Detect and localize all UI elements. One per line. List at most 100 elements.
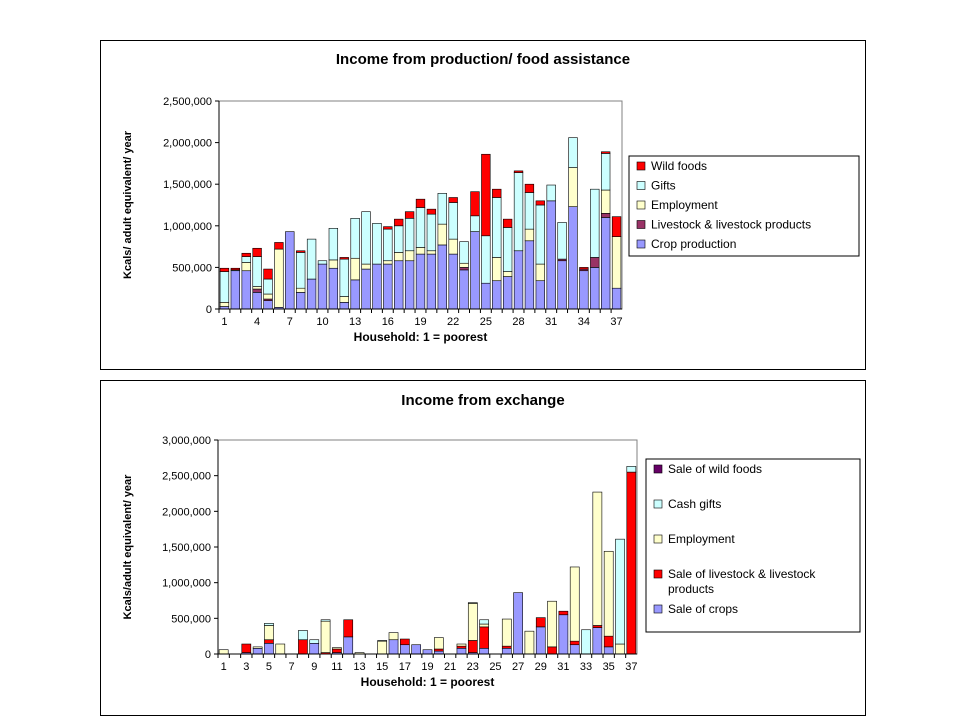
chart-panel-exchange: Income from exchange 0 500,000 1,000,000 1,… (100, 380, 866, 716)
bar-segment (568, 167, 578, 207)
bar-segment (219, 271, 230, 303)
bar-segment (264, 639, 274, 644)
y-tick-label: 2,500,000 (162, 471, 211, 483)
bar-segment (569, 566, 580, 642)
bar-segment (590, 267, 600, 310)
y-tick-label: 500,000 (172, 262, 212, 274)
y-tick-label: 1,000,000 (162, 578, 211, 590)
bar-segment (524, 228, 535, 242)
bar-segment (296, 292, 306, 310)
bar-segment (479, 623, 489, 628)
x-tick-label: 29 (535, 661, 547, 673)
bar-segment (343, 619, 354, 638)
x-tick-label: 19 (414, 316, 426, 328)
bar-segment (535, 626, 546, 655)
bar-segment (332, 647, 342, 650)
bar-segment (568, 206, 578, 310)
bar-segment (581, 629, 591, 655)
bar-segment (470, 191, 480, 217)
legend-swatch (636, 220, 646, 229)
bar-segment (264, 625, 274, 641)
legend-swatch (636, 200, 646, 210)
y-tick-label: 1,500,000 (163, 179, 212, 191)
bar-segment (350, 257, 360, 281)
bar-segment (459, 241, 469, 264)
bar-segment (383, 260, 393, 265)
bar-segment (361, 268, 371, 310)
bar-segment (459, 267, 469, 271)
bar-segment (317, 263, 328, 310)
legend-swatch (636, 181, 646, 190)
y-tick-label: 1,500,000 (162, 542, 211, 554)
bar-segment (263, 278, 273, 295)
bar-segment (481, 153, 491, 237)
chart-exchange-svg: 0 500,000 1,000,000 1,500,000 2,000,000 2,500… (122, 435, 861, 689)
x-tick-label: 13 (353, 661, 365, 673)
bar-segment (448, 202, 458, 240)
bar-segment (252, 247, 262, 257)
chart-title-production: Income from production/ food assistance (335, 51, 631, 68)
bar-segment (459, 262, 469, 268)
bar-segment (332, 648, 342, 653)
x-tick-label: 7 (287, 316, 293, 328)
legend-label: Gifts (651, 179, 676, 193)
bar-segment (535, 263, 545, 282)
bar-segment (592, 625, 603, 628)
bar-segment (263, 268, 273, 280)
bar-segment (404, 211, 415, 219)
bar-segment (426, 253, 437, 310)
legend-swatch (653, 534, 663, 544)
bar-segment (590, 257, 600, 268)
bar-segment (372, 263, 382, 310)
bar-segment (400, 638, 410, 646)
bar-segment (568, 137, 578, 168)
y-tick-label: 2,500,000 (163, 96, 212, 108)
bar-segment (501, 645, 512, 649)
x-tick-label: 7 (289, 661, 295, 673)
bar-segment (437, 244, 447, 310)
x-tick-label: 1 (221, 316, 227, 328)
bar-segment (590, 188, 600, 258)
bar-segment (285, 231, 295, 310)
bar-segment (426, 250, 437, 255)
bar-segment (448, 197, 458, 203)
bar-segment (456, 647, 467, 655)
legend-swatch (653, 569, 663, 579)
bar-segment (603, 635, 614, 648)
bar-segment (433, 648, 444, 652)
bar-segment (513, 172, 524, 252)
bar-segment (479, 647, 489, 655)
x-tick-label: 10 (316, 316, 328, 328)
bar-segment (492, 280, 502, 310)
bar-segment (350, 218, 360, 259)
bar-segment (467, 602, 478, 604)
x-tick-label: 27 (512, 661, 524, 673)
x-tick-label: 16 (382, 316, 394, 328)
bar-segment (592, 627, 603, 655)
bar-segment (501, 618, 512, 647)
bar-segment (252, 647, 263, 655)
bar-segment (501, 647, 512, 655)
bar-segment (252, 286, 262, 290)
bar-segment (298, 639, 308, 655)
x-tick-label: 19 (421, 661, 433, 673)
bar-segment (601, 217, 611, 310)
bar-segment (339, 258, 349, 297)
bar-segment (513, 250, 524, 310)
bar-segment (415, 247, 426, 255)
bar-segment (470, 231, 480, 310)
bar-segment (241, 262, 251, 272)
bar-segment (601, 189, 611, 214)
bar-segment (470, 215, 480, 232)
legend-swatch (653, 499, 663, 509)
bar-segment (388, 632, 399, 641)
bar-segment (557, 222, 567, 260)
bar-segment (415, 198, 426, 208)
chart-title-exchange: Income from exchange (401, 392, 565, 409)
bar-segment (492, 188, 502, 198)
bar-segment (601, 151, 611, 154)
x-tick-label: 9 (311, 661, 317, 673)
bar-segment (626, 466, 637, 473)
bar-segment (394, 260, 404, 310)
bar-segment (404, 260, 415, 310)
